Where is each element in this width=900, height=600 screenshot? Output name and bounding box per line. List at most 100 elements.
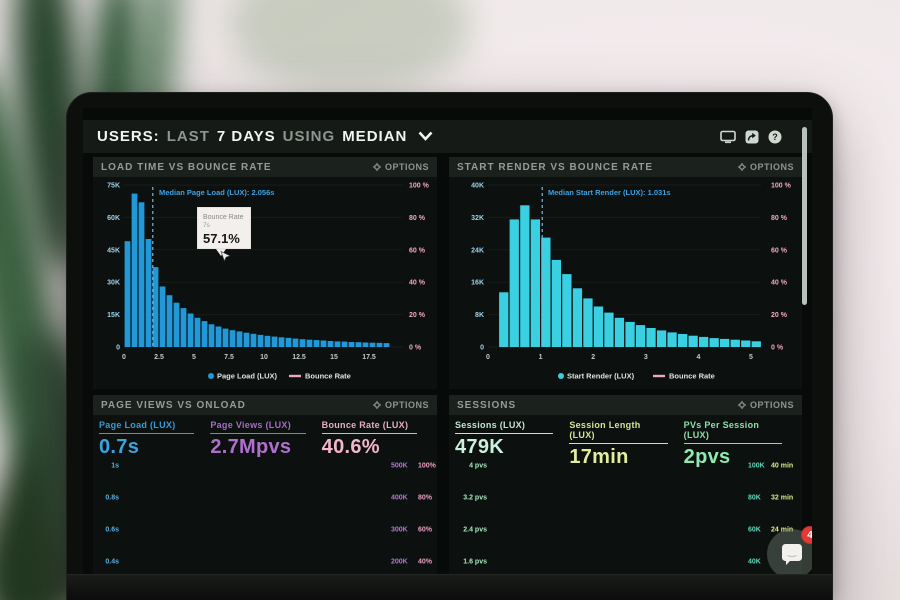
svg-text:32K: 32K <box>471 215 484 222</box>
svg-text:0: 0 <box>122 354 126 361</box>
svg-text:80 %: 80 % <box>409 215 426 222</box>
svg-text:200K: 200K <box>391 559 408 566</box>
metric-bounce-rate: Bounce Rate (LUX) 40.6% <box>321 420 433 458</box>
metrics-row: Page Load (LUX) 0.7s Page Views (LUX) 2.… <box>93 415 437 457</box>
panel-title: LOAD TIME VS BOUNCE RATE <box>101 161 272 173</box>
dashboard-screen: USERS: LAST 7 DAYS USING MEDIAN <box>83 108 812 574</box>
svg-text:2.5: 2.5 <box>154 354 164 361</box>
svg-text:0.4s: 0.4s <box>105 559 119 566</box>
panel-header: PAGE VIEWS VS ONLOAD OPTIONS <box>93 395 437 415</box>
gear-icon <box>737 163 746 171</box>
gear-icon <box>372 401 381 409</box>
panel-title: SESSIONS <box>457 399 517 411</box>
scrollbar[interactable] <box>802 127 807 305</box>
svg-text:100K: 100K <box>748 463 765 470</box>
svg-text:0: 0 <box>480 345 484 352</box>
panel-sessions: SESSIONS OPTIONS Sessions (LUX) 479K Ses… <box>449 395 802 574</box>
svg-text:0 %: 0 % <box>409 345 422 352</box>
share-icon[interactable] <box>745 130 759 144</box>
svg-text:20 %: 20 % <box>409 312 426 319</box>
svg-text:4 pvs: 4 pvs <box>469 463 487 470</box>
panel-title: START RENDER VS BOUNCE RATE <box>457 161 654 173</box>
svg-text:57.1%: 57.1% <box>203 231 240 246</box>
options-button[interactable]: OPTIONS <box>372 400 429 410</box>
metric-label: Page Views (LUX) <box>210 420 306 434</box>
svg-text:30K: 30K <box>107 280 120 287</box>
svg-text:32 min: 32 min <box>771 495 793 502</box>
svg-text:Median Start Render (LUX): 1.0: Median Start Render (LUX): 1.031s <box>548 188 671 197</box>
svg-text:75K: 75K <box>107 183 120 190</box>
metric-label: Sessions (LUX) <box>455 420 554 434</box>
panel-header: SESSIONS OPTIONS <box>449 395 802 415</box>
svg-text:400K: 400K <box>391 495 408 502</box>
chevron-down-icon <box>418 128 433 145</box>
options-button[interactable]: OPTIONS <box>372 162 429 172</box>
sessions-chart[interactable]: 4 pvs 100K 40 min 3.2 pvs 80K 32 min 2.4 pvs 60… <box>449 457 802 574</box>
svg-text:3.2 pvs: 3.2 pvs <box>463 495 487 502</box>
svg-text:3: 3 <box>644 354 648 361</box>
svg-text:0: 0 <box>486 354 490 361</box>
svg-text:1s: 1s <box>111 463 119 470</box>
options-button[interactable]: OPTIONS <box>737 400 794 410</box>
svg-text:10: 10 <box>260 354 268 361</box>
panel-page-views: PAGE VIEWS VS ONLOAD OPTIONS Page Load (… <box>93 395 437 574</box>
metric-value: 0.7s <box>99 436 140 458</box>
gear-icon <box>372 163 381 171</box>
chat-button[interactable]: 4 <box>767 526 812 574</box>
svg-text:Page Load (LUX): Page Load (LUX) <box>217 372 278 381</box>
panel-title: PAGE VIEWS VS ONLOAD <box>101 399 246 411</box>
svg-text:80%: 80% <box>418 495 433 502</box>
gear-icon <box>737 401 746 409</box>
svg-text:60 %: 60 % <box>771 247 788 254</box>
title-segment: MEDIAN <box>342 128 408 145</box>
svg-text:2: 2 <box>591 354 595 361</box>
title-segment: USERS: <box>97 128 160 145</box>
svg-text:60 %: 60 % <box>409 247 426 254</box>
display-icon[interactable] <box>720 130 736 144</box>
svg-text:15: 15 <box>330 354 338 361</box>
svg-text:80 %: 80 % <box>771 215 788 222</box>
svg-text:Start Render (LUX): Start Render (LUX) <box>567 372 635 381</box>
laptop-bottom-bezel <box>67 574 832 600</box>
metric-value: 479K <box>455 436 505 458</box>
svg-text:0.6s: 0.6s <box>105 527 119 534</box>
svg-text:300K: 300K <box>391 527 408 534</box>
start-render-chart[interactable]: 40K 100 % 32K 80 % 24K 60 % 16K 40 % 8K 20 % 0 0 % 0… <box>449 177 802 389</box>
metric-value: 2pvs <box>683 446 731 468</box>
svg-text:12.5: 12.5 <box>292 354 306 361</box>
svg-text:?: ? <box>772 132 778 142</box>
svg-text:60%: 60% <box>418 527 433 534</box>
help-icon[interactable]: ? <box>768 130 782 144</box>
metric-label: Bounce Rate (LUX) <box>321 420 417 434</box>
svg-text:5: 5 <box>749 354 753 361</box>
svg-text:0: 0 <box>116 345 120 352</box>
panel-start-render: START RENDER VS BOUNCE RATE OPTIONS 40K 1… <box>449 157 802 389</box>
app-header: USERS: LAST 7 DAYS USING MEDIAN <box>83 120 812 153</box>
metric-value: 17min <box>569 446 629 468</box>
load-time-chart[interactable]: 75K 100 % 60K 80 % 45K 60 % 30K 40 % 15K 20 % 0 0 %… <box>93 177 437 389</box>
svg-text:Bounce Rate: Bounce Rate <box>203 214 244 221</box>
title-segment: LAST <box>166 128 210 145</box>
metric-sessions: Sessions (LUX) 479K <box>455 420 569 457</box>
metric-value: 40.6% <box>321 436 380 458</box>
svg-text:100 %: 100 % <box>409 183 430 190</box>
svg-text:60K: 60K <box>748 527 761 534</box>
notification-badge: 4 <box>801 526 812 544</box>
svg-text:40 min: 40 min <box>771 463 793 470</box>
svg-text:1.6 pvs: 1.6 pvs <box>463 559 487 566</box>
laptop: USERS: LAST 7 DAYS USING MEDIAN <box>66 92 833 600</box>
svg-text:24 min: 24 min <box>771 527 793 534</box>
options-button[interactable]: OPTIONS <box>737 162 794 172</box>
panel-header: LOAD TIME VS BOUNCE RATE OPTIONS <box>93 157 437 177</box>
svg-text:2.4 pvs: 2.4 pvs <box>463 527 487 534</box>
metric-label: Page Load (LUX) <box>99 420 195 434</box>
svg-text:Bounce Rate: Bounce Rate <box>669 372 715 381</box>
svg-text:45K: 45K <box>107 247 120 254</box>
metric-value: 2.7Mpvs <box>210 436 292 458</box>
svg-text:17.5: 17.5 <box>362 354 376 361</box>
page-views-chart[interactable]: 1s 500K 100% 0.8s 400K 80% 0.6s 300K 60% 0.4s 200K… <box>93 457 437 574</box>
chat-bubble-icon <box>782 544 802 565</box>
users-range-selector[interactable]: USERS: LAST 7 DAYS USING MEDIAN <box>97 128 433 145</box>
metric-session-length: Session Length (LUX) 17min <box>569 420 683 467</box>
